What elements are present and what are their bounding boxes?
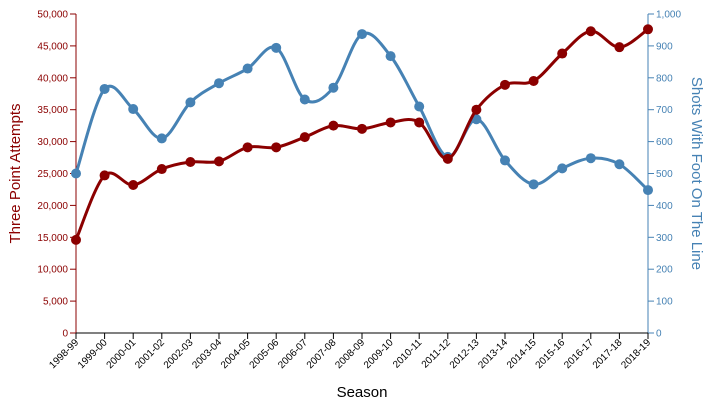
x-tick-label: 1999-00: [76, 337, 110, 371]
right-tick-label: 500: [656, 169, 673, 180]
x-tick-label: 2013-14: [476, 337, 510, 371]
shots-foot-on-line-point: [585, 153, 596, 164]
three-point-attempts-point: [185, 157, 196, 168]
left-tick-label: 20,000: [37, 201, 68, 212]
shots-foot-on-line-point: [128, 104, 139, 115]
three-point-attempts-point: [528, 75, 539, 86]
shots-foot-on-line-point: [214, 78, 224, 89]
x-tick-label: 2012-13: [448, 337, 482, 371]
three-point-attempts-point: [557, 48, 568, 59]
x-tick-label: 2016-17: [562, 337, 596, 371]
three-point-attempts-point: [643, 24, 653, 35]
shots-foot-on-line-point: [500, 155, 510, 166]
left-tick-label: 30,000: [37, 137, 68, 148]
x-tick-label: 2001-02: [133, 337, 167, 371]
x-tick-label: 2007-08: [305, 337, 339, 371]
x-tick-label: 1998-99: [47, 337, 81, 371]
series-layer: [71, 24, 653, 245]
x-tick-label: 2017-18: [591, 337, 625, 371]
three-point-attempts-point: [99, 170, 110, 181]
right-tick-label: 100: [656, 297, 673, 308]
three-point-attempts-point: [442, 153, 453, 164]
three-point-attempts-point: [71, 234, 81, 245]
x-tick-label: 2000-01: [105, 337, 139, 371]
three-point-attempts-point: [328, 120, 339, 131]
x-tick-label: 2015-16: [534, 337, 568, 371]
right-tick-label: 200: [656, 265, 673, 276]
right-tick-label: 800: [656, 73, 673, 84]
left-tick-label: 25,000: [37, 169, 68, 180]
x-tick-label: 2011-12: [420, 337, 454, 371]
right-tick-label: 300: [656, 233, 673, 244]
right-tick-label: 700: [656, 105, 673, 116]
right-axis-title: Shots With Foot On The Line: [688, 77, 705, 270]
right-tick-label: 1,000: [656, 10, 681, 21]
x-tick-label: 2006-07: [276, 337, 310, 371]
three-point-attempts-point: [585, 26, 596, 37]
shots-foot-on-line-point: [299, 94, 310, 105]
right-y-axis: 0 100 200 300 400 500 600 700 800 900 1,000: [647, 10, 681, 340]
shots-foot-on-line-point: [643, 185, 653, 196]
x-tick-label: 2009-10: [362, 337, 396, 371]
left-y-axis: 0 5,000 10,000 15,000 20,000 25,000 30,000 35,0…: [37, 10, 77, 340]
three-point-attempts-point: [385, 117, 396, 128]
x-tick-label: 2003-04: [190, 337, 224, 371]
three-point-attempts-point: [414, 117, 425, 128]
shots-foot-on-line-point: [385, 51, 396, 62]
x-axis-title: Season: [337, 384, 388, 401]
left-tick-label: 40,000: [37, 73, 68, 84]
x-tick-label: 2018-19: [619, 337, 653, 371]
shots-foot-on-line-point: [614, 159, 625, 170]
right-tick-label: 600: [656, 137, 673, 148]
x-tick-label: 2005-06: [248, 337, 282, 371]
left-tick-label: 45,000: [37, 41, 68, 52]
three-point-attempts-point: [299, 132, 310, 143]
x-tick-label: 2004-05: [219, 337, 253, 371]
x-axis: 1998-991999-002000-012001-022002-032003-…: [47, 332, 653, 371]
x-tick-label: 2008-09: [333, 337, 367, 371]
three-point-attempts-point: [271, 142, 282, 153]
shots-foot-on-line-point: [99, 83, 110, 94]
shots-foot-on-line-point: [557, 163, 568, 174]
shots-foot-on-line-point: [271, 42, 282, 53]
left-tick-label: 0: [62, 329, 68, 340]
three-point-attempts-point: [214, 156, 224, 167]
shots-foot-on-line-point: [471, 114, 482, 125]
left-axis-title: Three Point Attempts: [7, 103, 24, 243]
x-tick-label: 2002-03: [162, 337, 196, 371]
three-point-attempts-point: [128, 179, 139, 190]
three-point-attempts-point: [614, 42, 625, 53]
shots-foot-on-line-point: [71, 168, 81, 179]
shots-foot-on-line-point: [414, 101, 425, 112]
three-point-attempts-point: [500, 79, 510, 90]
left-tick-label: 50,000: [37, 10, 68, 21]
left-tick-label: 15,000: [37, 233, 68, 244]
right-tick-label: 900: [656, 41, 673, 52]
shots-foot-on-line-point: [242, 63, 253, 74]
three-point-attempts-point: [156, 164, 167, 175]
three-point-attempts-point: [357, 123, 367, 134]
shots-foot-on-line-point: [528, 179, 539, 190]
three-point-attempts-point: [242, 142, 253, 153]
x-tick-label: 2010-11: [391, 337, 425, 371]
shots-foot-on-line-point: [156, 133, 167, 144]
shots-foot-on-line-point: [185, 97, 196, 108]
left-tick-label: 35,000: [37, 105, 68, 116]
left-tick-label: 10,000: [37, 265, 68, 276]
right-tick-label: 400: [656, 201, 673, 212]
right-tick-label: 0: [656, 329, 662, 340]
x-tick-label: 2014-15: [505, 337, 539, 371]
shots-foot-on-line-point: [328, 82, 339, 93]
three-point-attempts-point: [471, 104, 482, 115]
shots-foot-on-line-point: [357, 29, 367, 40]
left-tick-label: 5,000: [43, 297, 68, 308]
